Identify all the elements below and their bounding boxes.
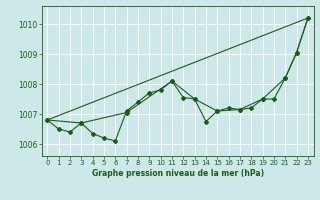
X-axis label: Graphe pression niveau de la mer (hPa): Graphe pression niveau de la mer (hPa) bbox=[92, 169, 264, 178]
